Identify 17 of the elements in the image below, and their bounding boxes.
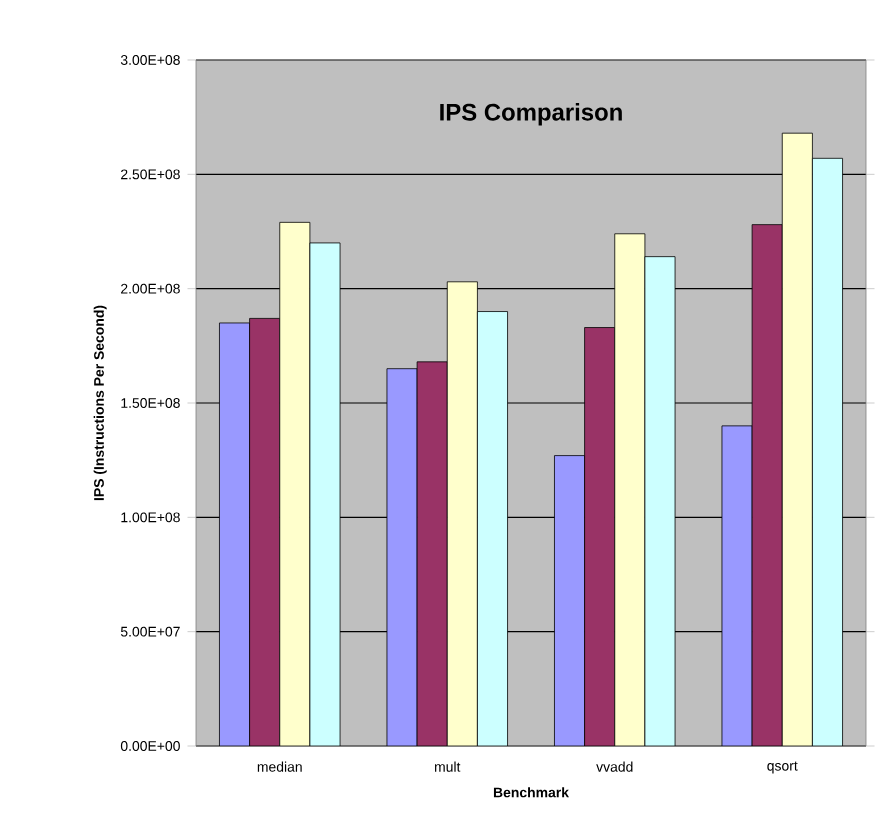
bar — [249, 317, 281, 746]
bar — [614, 233, 646, 746]
bar — [644, 256, 676, 746]
bar — [477, 311, 508, 746]
bar — [812, 157, 843, 746]
bar — [781, 132, 813, 746]
bar — [446, 281, 478, 746]
bar — [386, 368, 418, 746]
bar — [751, 224, 783, 746]
bar — [584, 327, 616, 746]
bar — [279, 221, 311, 746]
bar — [416, 361, 448, 746]
text: IPS Comparison — [440, 103, 622, 126]
bar — [219, 322, 250, 746]
bar — [309, 242, 341, 746]
bar — [554, 455, 585, 746]
bar — [721, 425, 753, 746]
